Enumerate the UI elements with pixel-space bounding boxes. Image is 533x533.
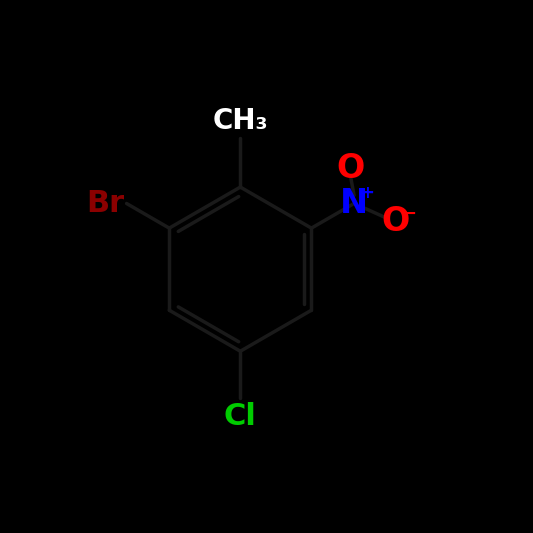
Text: Br: Br xyxy=(86,189,125,218)
Text: O: O xyxy=(381,205,409,238)
Text: Cl: Cl xyxy=(224,402,257,431)
Text: −: − xyxy=(401,205,416,223)
Text: N: N xyxy=(340,187,368,220)
Text: +: + xyxy=(360,184,374,202)
Text: O: O xyxy=(337,152,365,185)
Text: CH₃: CH₃ xyxy=(213,107,268,134)
